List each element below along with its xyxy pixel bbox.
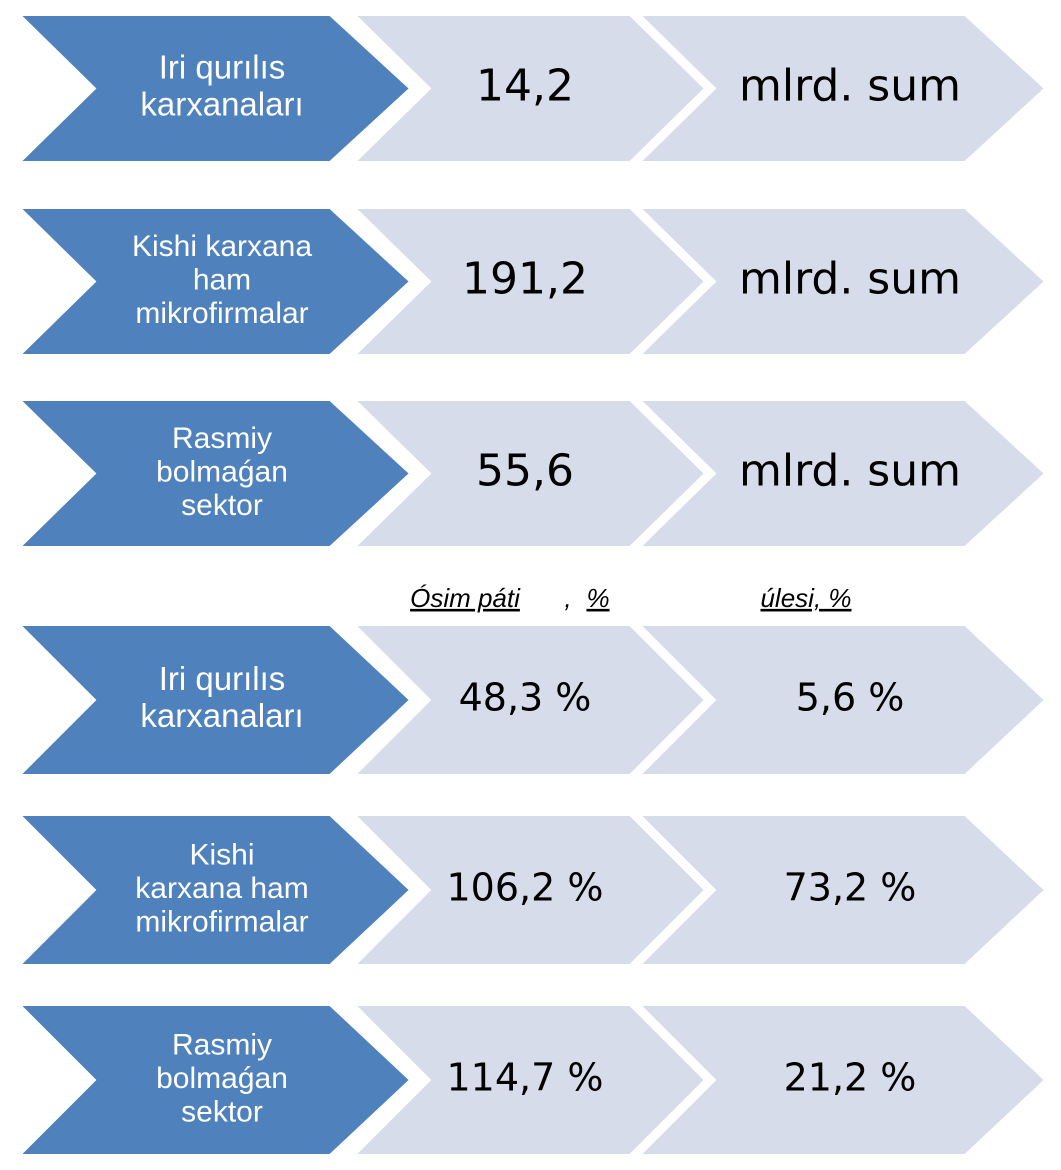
row-unit: 73,2 % (784, 866, 917, 910)
row-value: 48,3 % (459, 676, 592, 720)
chevron-blue (17, 814, 412, 966)
header-share: úlesi, % (760, 583, 851, 613)
row-value: 191,2 (462, 254, 588, 305)
row-value: 55,6 (476, 446, 574, 497)
chevron-light (637, 14, 1047, 163)
row-unit: mlrd. sum (739, 254, 961, 305)
chevron-light (352, 399, 707, 548)
row-label: mikrofirmalar (135, 906, 308, 939)
row-label: bolmaǵan (156, 455, 288, 488)
chevron-blue (17, 1004, 412, 1156)
chevron-light (352, 207, 707, 356)
chevron-blue (17, 624, 412, 776)
row-label: sektor (181, 1096, 263, 1129)
row-label: bolmaǵan (156, 1062, 288, 1095)
chevron-light (637, 1004, 1047, 1156)
row-unit: 5,6 % (796, 676, 905, 720)
row-label: sektor (181, 489, 263, 522)
row-label: Rasmiy (172, 1028, 272, 1061)
chevron-blue (17, 399, 412, 548)
chevron-light (637, 814, 1047, 966)
chevron-light (637, 207, 1047, 356)
header-comma: , (564, 583, 571, 613)
row-label: karxana ham (135, 872, 308, 905)
chevron-light (352, 814, 707, 966)
chevron-light (352, 1004, 707, 1156)
row-label: Iri qurılıs (159, 49, 286, 86)
row-label: karxanaları (140, 86, 303, 123)
row-value: 106,2 % (447, 866, 604, 910)
row-value: 114,7 % (447, 1056, 604, 1100)
row-label: mikrofirmalar (135, 297, 308, 330)
row-label: Iri qurılıs (159, 660, 286, 697)
chevron-blue (17, 14, 412, 163)
row-label: Kishi (189, 838, 254, 871)
chevron-light (637, 399, 1047, 548)
row-label: Kishi karxana (132, 230, 312, 263)
row-label: ham (193, 263, 251, 296)
header-growth: Ósim páti (410, 583, 521, 613)
row-unit: mlrd. sum (739, 446, 961, 497)
row-value: 14,2 (476, 61, 574, 112)
header-growth-unit: % (586, 583, 609, 613)
row-label: Rasmiy (172, 422, 272, 455)
chevron-light (352, 624, 707, 776)
row-label: karxanaları (140, 697, 303, 734)
row-unit: mlrd. sum (739, 61, 961, 112)
chevron-blue (17, 207, 412, 356)
chevron-light (352, 14, 707, 163)
row-unit: 21,2 % (784, 1056, 917, 1100)
chevron-light (637, 624, 1047, 776)
